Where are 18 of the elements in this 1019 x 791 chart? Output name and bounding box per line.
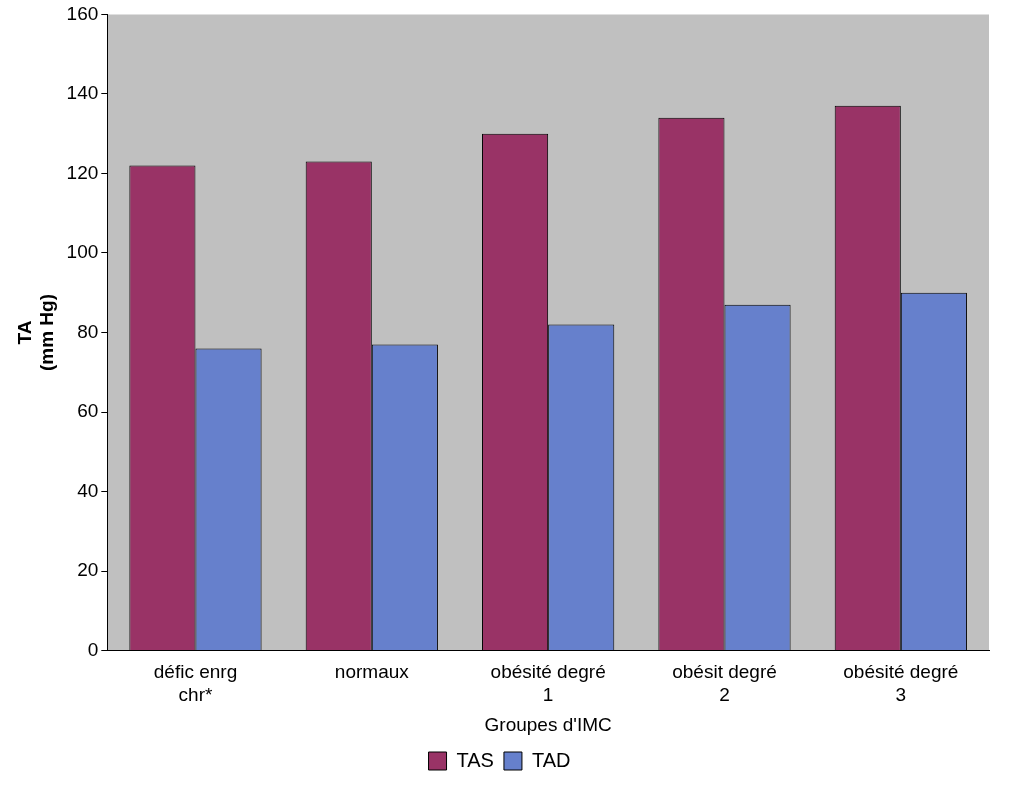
y-tick-label: 60 — [77, 400, 99, 422]
y-tick-label: 140 — [66, 82, 99, 104]
x-axis-title: Groupes d'IMC — [484, 713, 612, 735]
y-tick-label: 80 — [77, 320, 99, 342]
x-tick-label: défic enrg chr* — [153, 661, 238, 706]
legend-label: TAS — [456, 748, 494, 771]
legend-label: TAD — [531, 748, 571, 771]
y-tick-label: 20 — [77, 559, 99, 581]
y-tick-label: 120 — [66, 161, 99, 183]
y-tick-label: 160 — [66, 2, 99, 24]
x-tick-label: obésité degré 1 — [490, 661, 606, 706]
x-tick-label: normaux — [334, 661, 410, 683]
y-tick-label: 100 — [66, 241, 99, 263]
y-axis-title: TA (mm Hg) — [13, 293, 58, 372]
y-tick-label: 0 — [87, 638, 99, 660]
x-tick-label: obésit degré 2 — [672, 661, 777, 706]
x-tick-label: obésité degré 3 — [843, 661, 959, 706]
y-tick-label: 40 — [77, 479, 99, 501]
